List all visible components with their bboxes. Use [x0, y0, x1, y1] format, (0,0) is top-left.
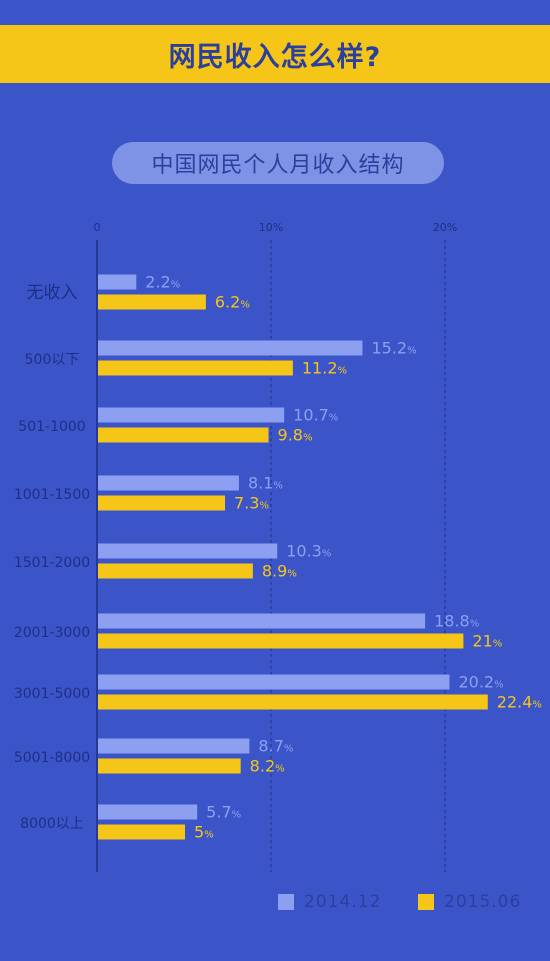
- data-label-2014-0: 2.2%: [145, 273, 180, 292]
- data-label-2015-4: 8.9%: [262, 562, 297, 581]
- data-label-2015-5: 21%: [472, 632, 502, 651]
- bar-2014-7: [98, 738, 250, 754]
- data-label-2014-6: 20.2%: [458, 673, 503, 692]
- chart-subtitle: 中国网民个人月收入结构: [151, 153, 405, 178]
- page-title: 网民收入怎么样?: [168, 41, 382, 73]
- category-label-5: 2001-3000: [14, 625, 90, 641]
- legend-item-2015: 2015.06: [418, 890, 521, 914]
- bar-2015-0: [98, 294, 206, 310]
- data-label-2015-7: 8.2%: [250, 757, 285, 776]
- data-label-2015-1: 11.2%: [302, 359, 347, 378]
- bar-2014-5: [98, 613, 426, 629]
- chart-subtitle-pill: 中国网民个人月收入结构: [112, 142, 444, 184]
- data-label-2015-2: 9.8%: [278, 426, 313, 445]
- data-label-2015-0: 6.2%: [215, 293, 250, 312]
- legend-item-2014: 2014.12: [278, 890, 381, 914]
- data-label-2015-8: 5%: [194, 823, 214, 842]
- category-label-1: 500以下: [25, 352, 80, 368]
- bar-2014-4: [98, 543, 278, 559]
- bar-2015-7: [98, 758, 241, 774]
- data-label-2014-5: 18.8%: [434, 612, 479, 631]
- x-tick-label-0: 0: [94, 221, 101, 234]
- bar-2015-6: [98, 694, 488, 710]
- data-label-2015-6: 22.4%: [497, 693, 542, 712]
- bar-2015-3: [98, 495, 226, 511]
- x-tick-label-2: 20%: [433, 221, 457, 234]
- bar-2014-0: [98, 274, 137, 290]
- category-label-2: 501-1000: [18, 419, 85, 435]
- category-label-7: 5001-8000: [14, 750, 90, 766]
- data-label-2014-8: 5.7%: [206, 803, 241, 822]
- legend-swatch-2015: [418, 894, 434, 910]
- bar-2014-3: [98, 475, 239, 491]
- bar-2015-4: [98, 563, 253, 579]
- bar-2015-1: [98, 360, 293, 376]
- category-label-0: 无收入: [27, 283, 78, 303]
- data-label-2014-2: 10.7%: [293, 406, 338, 425]
- legend-swatch-2014: [278, 894, 294, 910]
- bar-2014-6: [98, 674, 450, 690]
- legend-label-2015: 2015.06: [444, 892, 522, 912]
- bar-2014-1: [98, 340, 363, 356]
- category-label-3: 1001-1500: [14, 487, 90, 503]
- legend-label-2014: 2014.12: [304, 892, 382, 912]
- category-label-6: 3001-5000: [14, 686, 90, 702]
- bar-2015-5: [98, 633, 464, 649]
- data-label-2014-4: 10.3%: [286, 542, 331, 561]
- category-label-8: 8000以上: [20, 816, 84, 832]
- data-label-2015-3: 7.3%: [234, 494, 269, 513]
- x-tick-label-1: 10%: [259, 221, 283, 234]
- title-banner: 网民收入怎么样?: [0, 25, 550, 83]
- data-label-2014-1: 15.2%: [371, 339, 416, 358]
- data-label-2014-3: 8.1%: [248, 474, 283, 493]
- bar-2015-2: [98, 427, 269, 443]
- bar-2014-2: [98, 407, 285, 423]
- data-label-2014-7: 8.7%: [258, 737, 293, 756]
- category-label-4: 1501-2000: [14, 555, 90, 571]
- bar-2015-8: [98, 824, 185, 840]
- bar-2014-8: [98, 804, 198, 820]
